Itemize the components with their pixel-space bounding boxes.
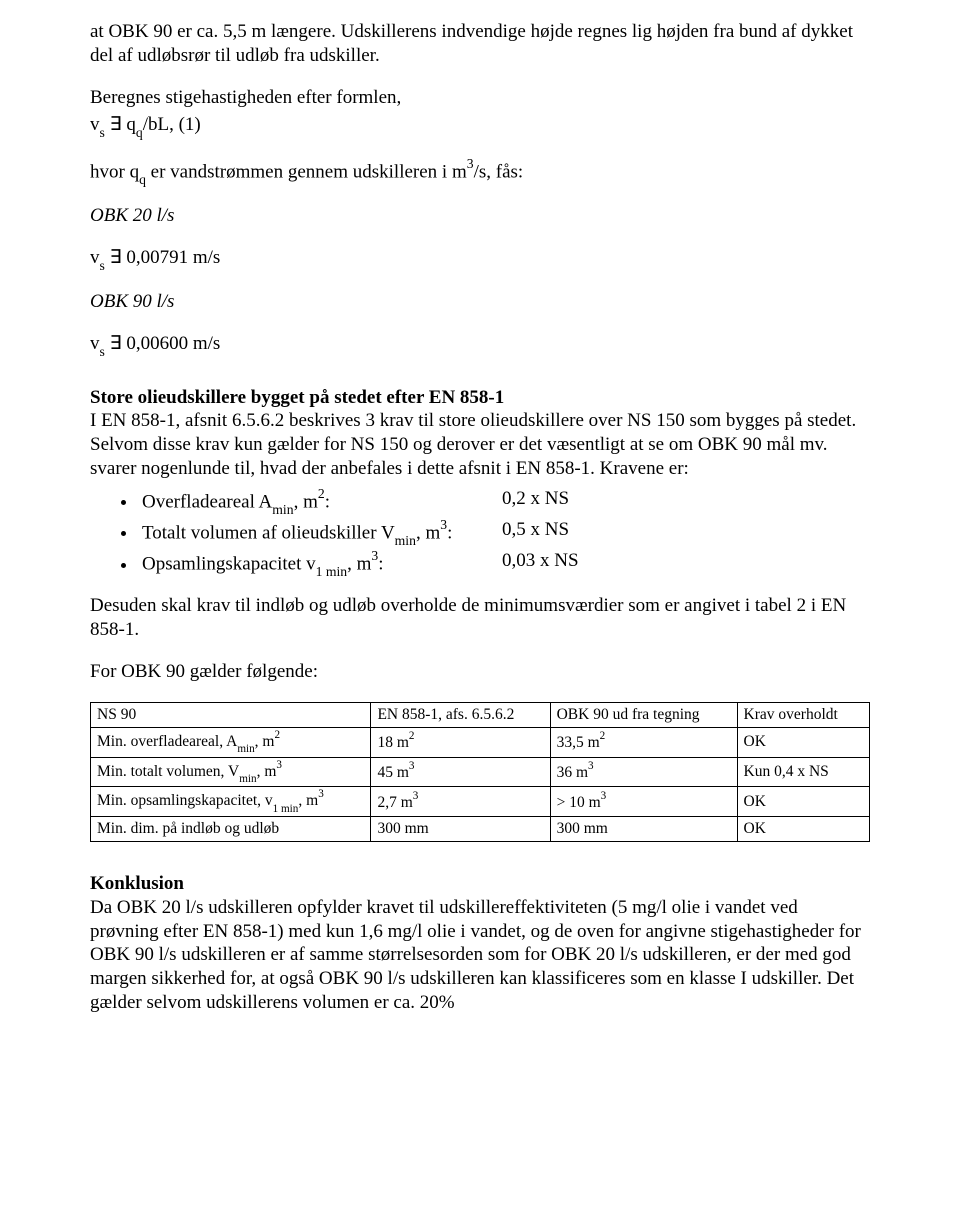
obk90-label: OBK 90 l/s <box>90 290 870 314</box>
formula-line: vs ∃ qq/bL, (1) <box>90 113 870 139</box>
paragraph-hvor: hvor qq er vandstrømmen gennem udskiller… <box>90 157 870 186</box>
table-cell: EN 858-1, afs. 6.5.6.2 <box>371 702 550 727</box>
table-row: Min. dim. på indløb og udløb 300 mm 300 … <box>91 817 870 842</box>
formula-intro: Beregnes stigehastigheden efter formlen, <box>90 86 870 110</box>
table-cell: 33,5 m2 <box>550 727 737 757</box>
table-row: Min. overfladeareal, Amin, m2 18 m2 33,5… <box>91 727 870 757</box>
table-cell: 300 mm <box>550 817 737 842</box>
table-cell: OK <box>737 817 869 842</box>
bullet-value: 0,03 x NS <box>502 549 870 578</box>
requirements-list: Overfladeareal Amin, m2: 0,2 x NS Totalt… <box>90 487 870 579</box>
table-row: Min. opsamlingskapacitet, v1 min, m3 2,7… <box>91 787 870 817</box>
table-cell: OK <box>737 787 869 817</box>
table-cell: 45 m3 <box>371 757 550 787</box>
table-row: NS 90 EN 858-1, afs. 6.5.6.2 OBK 90 ud f… <box>91 702 870 727</box>
table-cell: 2,7 m3 <box>371 787 550 817</box>
paragraph-for-obk90: For OBK 90 gælder følgende: <box>90 660 870 684</box>
heading-store: Store olieudskillere bygget på stedet ef… <box>90 386 870 410</box>
table-row: Min. totalt volumen, Vmin, m3 45 m3 36 m… <box>91 757 870 787</box>
formula-block: Beregnes stigehastigheden efter formlen,… <box>90 86 870 140</box>
table-cell: NS 90 <box>91 702 371 727</box>
bullet-label: Opsamlingskapacitet v1 min, m3: <box>142 549 502 578</box>
paragraph-konklusion: Da OBK 20 l/s udskilleren opfylder krave… <box>90 896 870 1015</box>
requirements-table: NS 90 EN 858-1, afs. 6.5.6.2 OBK 90 ud f… <box>90 702 870 843</box>
document-page: at OBK 90 er ca. 5,5 m længere. Udskille… <box>0 0 960 1208</box>
list-item: Overfladeareal Amin, m2: 0,2 x NS <box>138 487 870 516</box>
table-cell: Min. opsamlingskapacitet, v1 min, m3 <box>91 787 371 817</box>
table-cell: 18 m2 <box>371 727 550 757</box>
paragraph-intro: at OBK 90 er ca. 5,5 m længere. Udskille… <box>90 20 870 68</box>
table-cell: Krav overholdt <box>737 702 869 727</box>
list-item: Totalt volumen af olieudskiller Vmin, m3… <box>138 518 870 547</box>
table-cell: 36 m3 <box>550 757 737 787</box>
table-cell: Kun 0,4 x NS <box>737 757 869 787</box>
table-cell: > 10 m3 <box>550 787 737 817</box>
table-cell: OBK 90 ud fra tegning <box>550 702 737 727</box>
heading-konklusion: Konklusion <box>90 872 870 896</box>
obk20-value: vs ∃ 0,00791 m/s <box>90 246 870 272</box>
bullet-label: Overfladeareal Amin, m2: <box>142 487 502 516</box>
obk90-value: vs ∃ 0,00600 m/s <box>90 332 870 358</box>
list-item: Opsamlingskapacitet v1 min, m3: 0,03 x N… <box>138 549 870 578</box>
bullet-value: 0,2 x NS <box>502 487 870 516</box>
table-cell: Min. overfladeareal, Amin, m2 <box>91 727 371 757</box>
paragraph-store: I EN 858-1, afsnit 6.5.6.2 beskrives 3 k… <box>90 409 870 480</box>
table-cell: Min. totalt volumen, Vmin, m3 <box>91 757 371 787</box>
obk20-label: OBK 20 l/s <box>90 204 870 228</box>
bullet-value: 0,5 x NS <box>502 518 870 547</box>
table-cell: Min. dim. på indløb og udløb <box>91 817 371 842</box>
table-cell: 300 mm <box>371 817 550 842</box>
table-cell: OK <box>737 727 869 757</box>
bullet-label: Totalt volumen af olieudskiller Vmin, m3… <box>142 518 502 547</box>
paragraph-desuden: Desuden skal krav til indløb og udløb ov… <box>90 594 870 642</box>
